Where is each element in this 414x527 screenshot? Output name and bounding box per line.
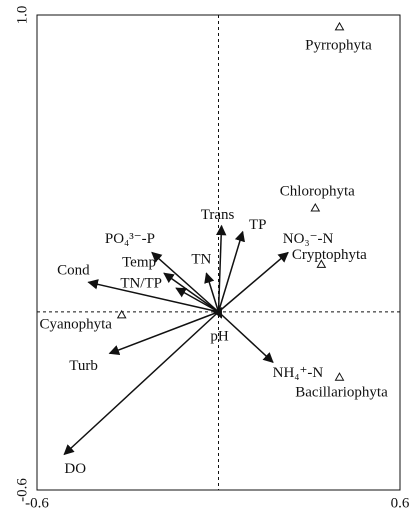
env-arrow bbox=[217, 230, 245, 313]
arrow-label: Temp bbox=[122, 255, 156, 271]
env-arrow bbox=[63, 311, 220, 456]
x-tick-label: 0.6 bbox=[391, 495, 410, 511]
arrow-label: TN bbox=[191, 252, 211, 268]
arrow-label: DO bbox=[64, 461, 86, 477]
env-arrow bbox=[87, 279, 219, 313]
species-label: Cyanophyta bbox=[39, 316, 112, 332]
species-label: Pyrrophyta bbox=[305, 37, 372, 53]
species-point bbox=[310, 202, 321, 212]
arrow-label: PO₄³⁻-P bbox=[105, 231, 155, 247]
arrow-label: Turb bbox=[69, 358, 98, 374]
arrow-label: pH bbox=[210, 328, 229, 344]
env-arrow bbox=[151, 251, 219, 313]
plot-area: -0.6 0.6 -0.6 1.0 Cond Temp TN/TP PO₄³⁻-P TN Tran… bbox=[14, 6, 409, 512]
env-arrow bbox=[204, 272, 220, 313]
env-arrow bbox=[215, 224, 227, 312]
env-arrow bbox=[175, 287, 219, 313]
species-label: Cryptophyta bbox=[292, 247, 367, 263]
species-label: Bacillariophyta bbox=[295, 385, 388, 401]
env-arrow bbox=[212, 307, 223, 319]
species-label: Chlorophyta bbox=[280, 183, 355, 199]
species-point bbox=[334, 21, 345, 31]
y-tick-label: -0.6 bbox=[14, 478, 30, 502]
arrow-label: NH₄⁺-N bbox=[273, 365, 324, 381]
env-arrow bbox=[108, 311, 219, 355]
species-point bbox=[316, 259, 327, 268]
arrow-label: Cond bbox=[57, 263, 90, 279]
species-point bbox=[334, 372, 345, 381]
arrow-label: NO₃⁻-N bbox=[283, 231, 334, 247]
env-arrow bbox=[163, 272, 219, 313]
x-tick-label: -0.6 bbox=[25, 495, 49, 511]
env-arrow bbox=[217, 311, 274, 364]
species-point bbox=[116, 309, 127, 319]
env-arrow bbox=[218, 251, 289, 313]
arrow-label: Trans bbox=[201, 207, 235, 223]
y-tick-label: 1.0 bbox=[14, 6, 30, 25]
arrow-label: TP bbox=[249, 217, 267, 233]
arrow-label: TN/TP bbox=[120, 276, 162, 292]
